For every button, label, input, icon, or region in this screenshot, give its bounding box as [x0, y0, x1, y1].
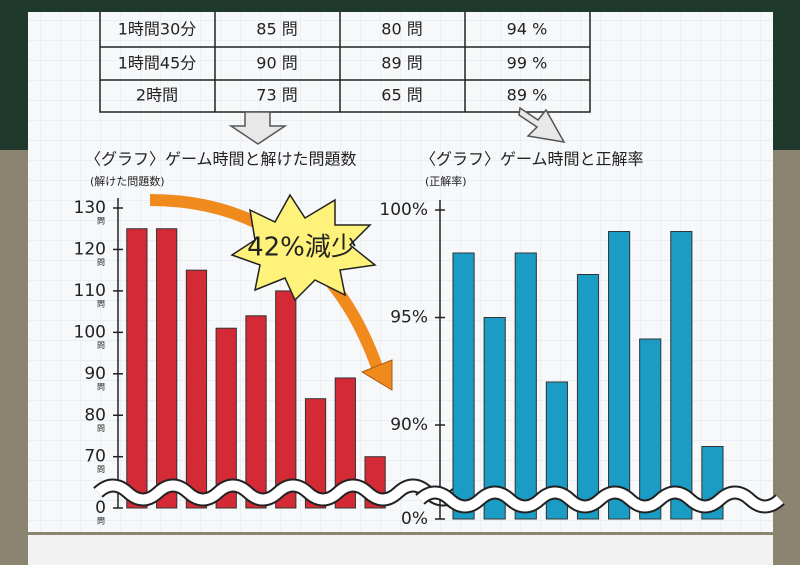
table: [99, 12, 591, 113]
bar: [156, 228, 178, 509]
y-tick-label: 130: [74, 198, 106, 218]
bar: [304, 398, 327, 509]
y-axis-label: (解けた問題数): [90, 174, 165, 188]
paper-below: [28, 535, 773, 565]
y-tick-unit: 問: [97, 382, 105, 391]
table-cell: 65 問: [381, 86, 422, 105]
bar: [514, 252, 537, 520]
y-tick-label: 120: [74, 239, 106, 259]
charts: 〈グラフ〉ゲーム時間と解けた問題数(解けた問題数)0問70問80問90問100問…: [74, 150, 785, 529]
y-tick-label: 0: [95, 498, 106, 518]
table-cell: 2時間: [136, 86, 178, 105]
y-tick-label: 80: [84, 405, 106, 425]
axis-break: [416, 487, 784, 512]
bar: [452, 252, 475, 520]
axis-break: [94, 480, 462, 505]
y-tick-label: 70: [84, 447, 106, 467]
table-cell: 73 問: [256, 86, 297, 105]
table-cell: 99 %: [507, 54, 548, 73]
bar: [334, 377, 356, 509]
y-tick-label: 95%: [390, 308, 428, 328]
bar: [545, 381, 568, 520]
bar: [275, 290, 297, 509]
table-cell: 89 %: [507, 86, 548, 105]
chart-title: 〈グラフ〉ゲーム時間と正解率: [420, 150, 644, 169]
y-tick-label: 0%: [401, 509, 428, 529]
table-cell: 1時間30分: [118, 20, 197, 39]
bar: [215, 327, 237, 509]
bar: [576, 274, 600, 520]
bar: [126, 228, 148, 509]
bar: [670, 231, 693, 520]
bar: [639, 338, 662, 520]
bar: [185, 269, 208, 509]
annotation-burst: [230, 193, 377, 302]
table-cell: 1時間45分: [118, 54, 197, 73]
y-tick-unit: 問: [97, 517, 105, 526]
annotation-arrowhead: [360, 359, 393, 391]
table-cell: 85 問: [256, 20, 297, 39]
y-tick-unit: 問: [97, 217, 105, 226]
bar: [608, 231, 631, 520]
y-tick-unit: 問: [97, 424, 105, 433]
y-tick-label: 100: [74, 322, 106, 342]
y-tick-label: 90: [84, 364, 106, 384]
table-cell: 94 %: [507, 20, 548, 39]
chart-title: 〈グラフ〉ゲーム時間と解けた問題数: [85, 150, 357, 169]
y-axis-label: (正解率): [425, 174, 467, 188]
table-cell: 80 問: [381, 20, 422, 39]
y-tick-unit: 問: [97, 258, 105, 267]
bar: [245, 315, 267, 509]
y-tick-label: 90%: [390, 415, 428, 435]
y-tick-unit: 問: [97, 299, 105, 308]
table-cell: 90 問: [256, 54, 297, 73]
table-cell: 89 問: [381, 54, 422, 73]
y-tick-label: 110: [74, 281, 106, 301]
y-tick-unit: 問: [97, 341, 105, 350]
down-arrows: [228, 106, 566, 145]
y-tick-unit: 問: [97, 465, 105, 474]
bar: [483, 317, 506, 520]
table-cells: 1時間30分 85 問 80 問 94 % 1時間45分 90 問 89 問 99 % 2時間 7…: [118, 20, 548, 105]
y-tick-label: 100%: [379, 200, 428, 220]
annotation: 42%減少: [247, 233, 357, 263]
